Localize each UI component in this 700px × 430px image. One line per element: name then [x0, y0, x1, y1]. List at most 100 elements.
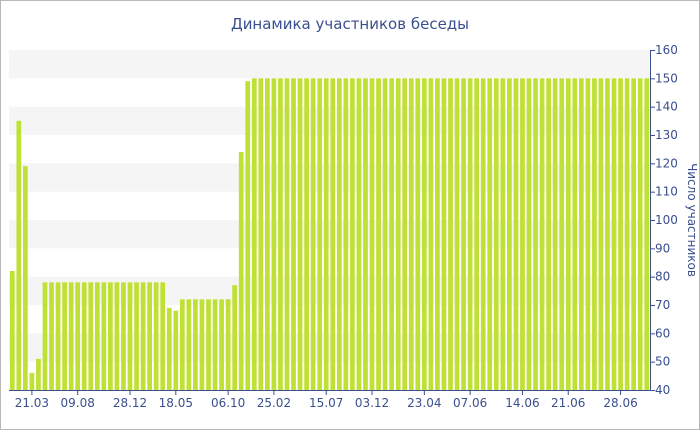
bar [199, 299, 205, 390]
bar [317, 78, 323, 390]
bar [147, 282, 152, 390]
bar [62, 282, 67, 390]
bar [402, 78, 408, 390]
bar [552, 78, 558, 390]
bar [421, 78, 427, 390]
bar [572, 78, 578, 390]
bar [356, 78, 362, 390]
y-tick-label: 160 [655, 43, 678, 57]
x-tick-label: 09.08 [60, 396, 94, 410]
bar [624, 78, 630, 390]
bar [140, 282, 146, 390]
y-tick-label: 120 [655, 156, 678, 170]
bar [644, 78, 650, 390]
bar [88, 282, 94, 390]
bar [526, 78, 532, 390]
bar [23, 166, 28, 390]
x-tick-label: 07.06 [453, 396, 487, 410]
bar [408, 78, 414, 390]
bar-series [9, 78, 650, 391]
bar [565, 78, 571, 390]
bar [363, 78, 368, 390]
y-tick-label: 50 [655, 355, 670, 369]
bar [598, 78, 604, 390]
bar [448, 78, 453, 390]
bar [153, 282, 159, 390]
bar [173, 310, 179, 390]
y-tick-label: 60 [655, 326, 670, 340]
x-tick-label: 18.05 [159, 396, 193, 410]
bar [336, 78, 342, 390]
bar [546, 78, 551, 390]
x-tick-label: 28.06 [603, 396, 637, 410]
bar [251, 78, 257, 390]
bar [114, 282, 120, 390]
bar [75, 282, 81, 390]
y-tick-label: 150 [655, 71, 678, 85]
bar [212, 299, 218, 390]
bar [49, 282, 54, 390]
bar [585, 78, 591, 390]
x-tick-label: 21.03 [15, 396, 49, 410]
y-tick-label: 70 [655, 298, 670, 312]
bar [134, 282, 139, 390]
y-tick-labels: 40 50 60 70 80 90 100 110 120 130 140 150 160 [650, 43, 678, 397]
bar [225, 299, 231, 390]
bar [42, 282, 48, 390]
bar [68, 282, 74, 390]
x-tick-labels: 21.03 09.08 28.12 18.05 06.10 25.02 15.07 03.12… [15, 390, 638, 410]
bar [480, 78, 486, 390]
y-tick-label: 130 [655, 128, 678, 142]
bar [186, 299, 192, 390]
bar [29, 373, 35, 390]
bar [304, 78, 309, 390]
bar [539, 78, 545, 390]
bar [245, 81, 251, 391]
bar [350, 78, 355, 390]
bar [618, 78, 623, 390]
bar [291, 78, 296, 390]
bar [611, 78, 617, 390]
bar [166, 307, 172, 390]
bar [395, 78, 401, 390]
bar [36, 358, 41, 390]
bar [206, 299, 211, 390]
x-tick-label: 28.12 [113, 396, 147, 410]
bar [238, 152, 244, 390]
y-tick-label: 90 [655, 241, 670, 255]
bar [507, 78, 512, 390]
bar [278, 78, 283, 390]
bar [16, 120, 22, 390]
bar [94, 282, 100, 390]
bar [9, 271, 15, 390]
bar [454, 78, 460, 390]
bar [559, 78, 565, 390]
bar [127, 282, 133, 390]
bar [160, 282, 166, 390]
bar [284, 78, 290, 390]
bar [265, 78, 270, 390]
bar [297, 78, 303, 390]
bar [108, 282, 113, 390]
bar [415, 78, 421, 390]
bar [343, 78, 349, 390]
bar [592, 78, 597, 390]
bar [513, 78, 519, 390]
y-tick-label: 80 [655, 270, 670, 284]
bar [323, 78, 329, 390]
bar [487, 78, 493, 390]
bar [310, 78, 316, 390]
y-tick-label: 40 [655, 383, 670, 397]
bar [330, 78, 336, 390]
bar [500, 78, 506, 390]
bar [382, 78, 388, 390]
x-tick-label: 23.04 [407, 396, 441, 410]
bar [271, 78, 277, 390]
bar [121, 282, 126, 390]
bar [631, 78, 636, 390]
bar [193, 299, 198, 390]
grid-band [9, 50, 650, 79]
bar [369, 78, 375, 390]
bar [520, 78, 525, 390]
